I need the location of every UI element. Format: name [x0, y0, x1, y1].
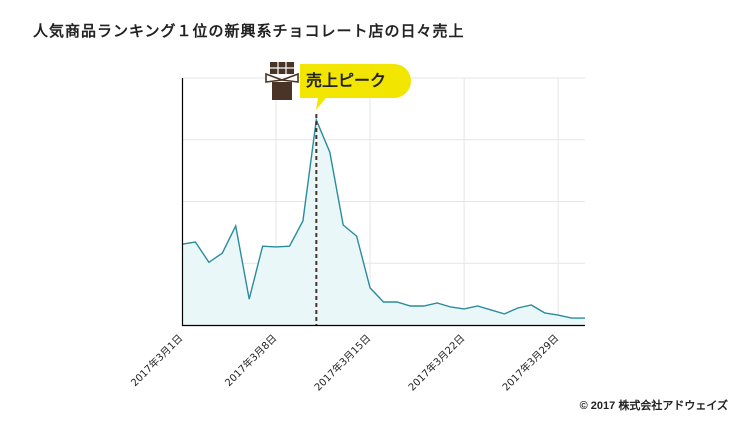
chart-title: 人気商品ランキング１位の新興系チョコレート店の日々売上 [33, 22, 465, 40]
sales-area-fill [182, 120, 585, 325]
chocolate-bar-icon [265, 62, 299, 100]
copyright: © 2017 株式会社アドウェイズ [579, 400, 728, 412]
sales-line [181, 117, 585, 319]
peak-callout-bubble [300, 64, 411, 110]
peak-callout-label: 売上ピーク [306, 71, 387, 90]
